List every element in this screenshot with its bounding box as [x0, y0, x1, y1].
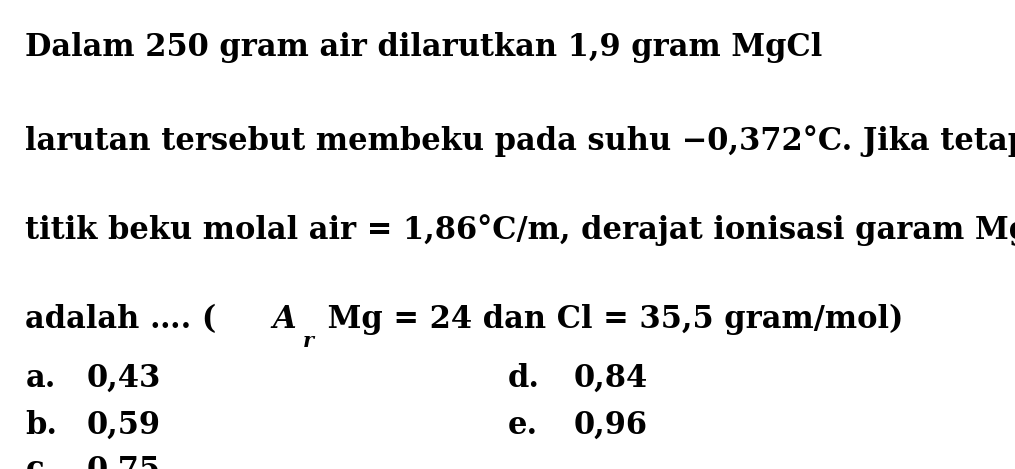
Text: 0,59: 0,59 [86, 410, 160, 441]
Text: b.: b. [25, 410, 58, 441]
Text: r: r [302, 331, 314, 351]
Text: d.: d. [508, 363, 540, 394]
Text: 0,84: 0,84 [573, 363, 648, 394]
Text: e.: e. [508, 410, 538, 441]
Text: adalah …. (: adalah …. ( [25, 304, 216, 335]
Text: a.: a. [25, 363, 56, 394]
Text: 0,96: 0,96 [573, 410, 648, 441]
Text: Dalam 250 gram air dilarutkan 1,9 gram MgCl: Dalam 250 gram air dilarutkan 1,9 gram M… [25, 32, 822, 63]
Text: titik beku molal air = 1,86°C/m, derajat ionisasi garam MgCl: titik beku molal air = 1,86°C/m, derajat… [25, 214, 1015, 246]
Text: larutan tersebut membeku pada suhu −0,372°C. Jika tetapan: larutan tersebut membeku pada suhu −0,37… [25, 125, 1015, 157]
Text: Mg = 24 dan Cl = 35,5 gram/mol): Mg = 24 dan Cl = 35,5 gram/mol) [317, 304, 903, 335]
Text: 0,43: 0,43 [86, 363, 160, 394]
Text: c.: c. [25, 454, 55, 469]
Text: A: A [272, 304, 295, 335]
Text: 0,75: 0,75 [86, 454, 160, 469]
